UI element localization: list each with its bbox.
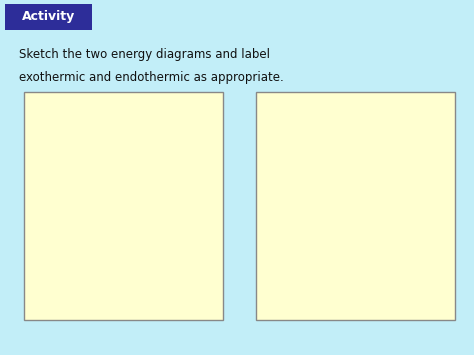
Text: reactants: reactants	[128, 132, 167, 141]
Text: Sketch the two energy diagrams and label: Sketch the two energy diagrams and label	[19, 48, 270, 61]
Text: products: products	[128, 218, 165, 228]
Text: Progress of reaction: Progress of reaction	[328, 304, 412, 313]
Text: ΔH=+: ΔH=+	[365, 179, 415, 193]
Text: Energy / kJ: Energy / kJ	[26, 175, 35, 216]
Text: ΔH=-: ΔH=-	[137, 179, 179, 193]
Text: Activity: Activity	[22, 10, 75, 23]
Text: products: products	[360, 139, 397, 148]
Text: Progress of reaction: Progress of reaction	[95, 304, 180, 313]
Text: reactants: reactants	[360, 224, 400, 233]
Text: exothermic and endothermic as appropriate.: exothermic and endothermic as appropriat…	[19, 71, 284, 84]
Text: Energy / kJ: Energy / kJ	[258, 175, 267, 216]
